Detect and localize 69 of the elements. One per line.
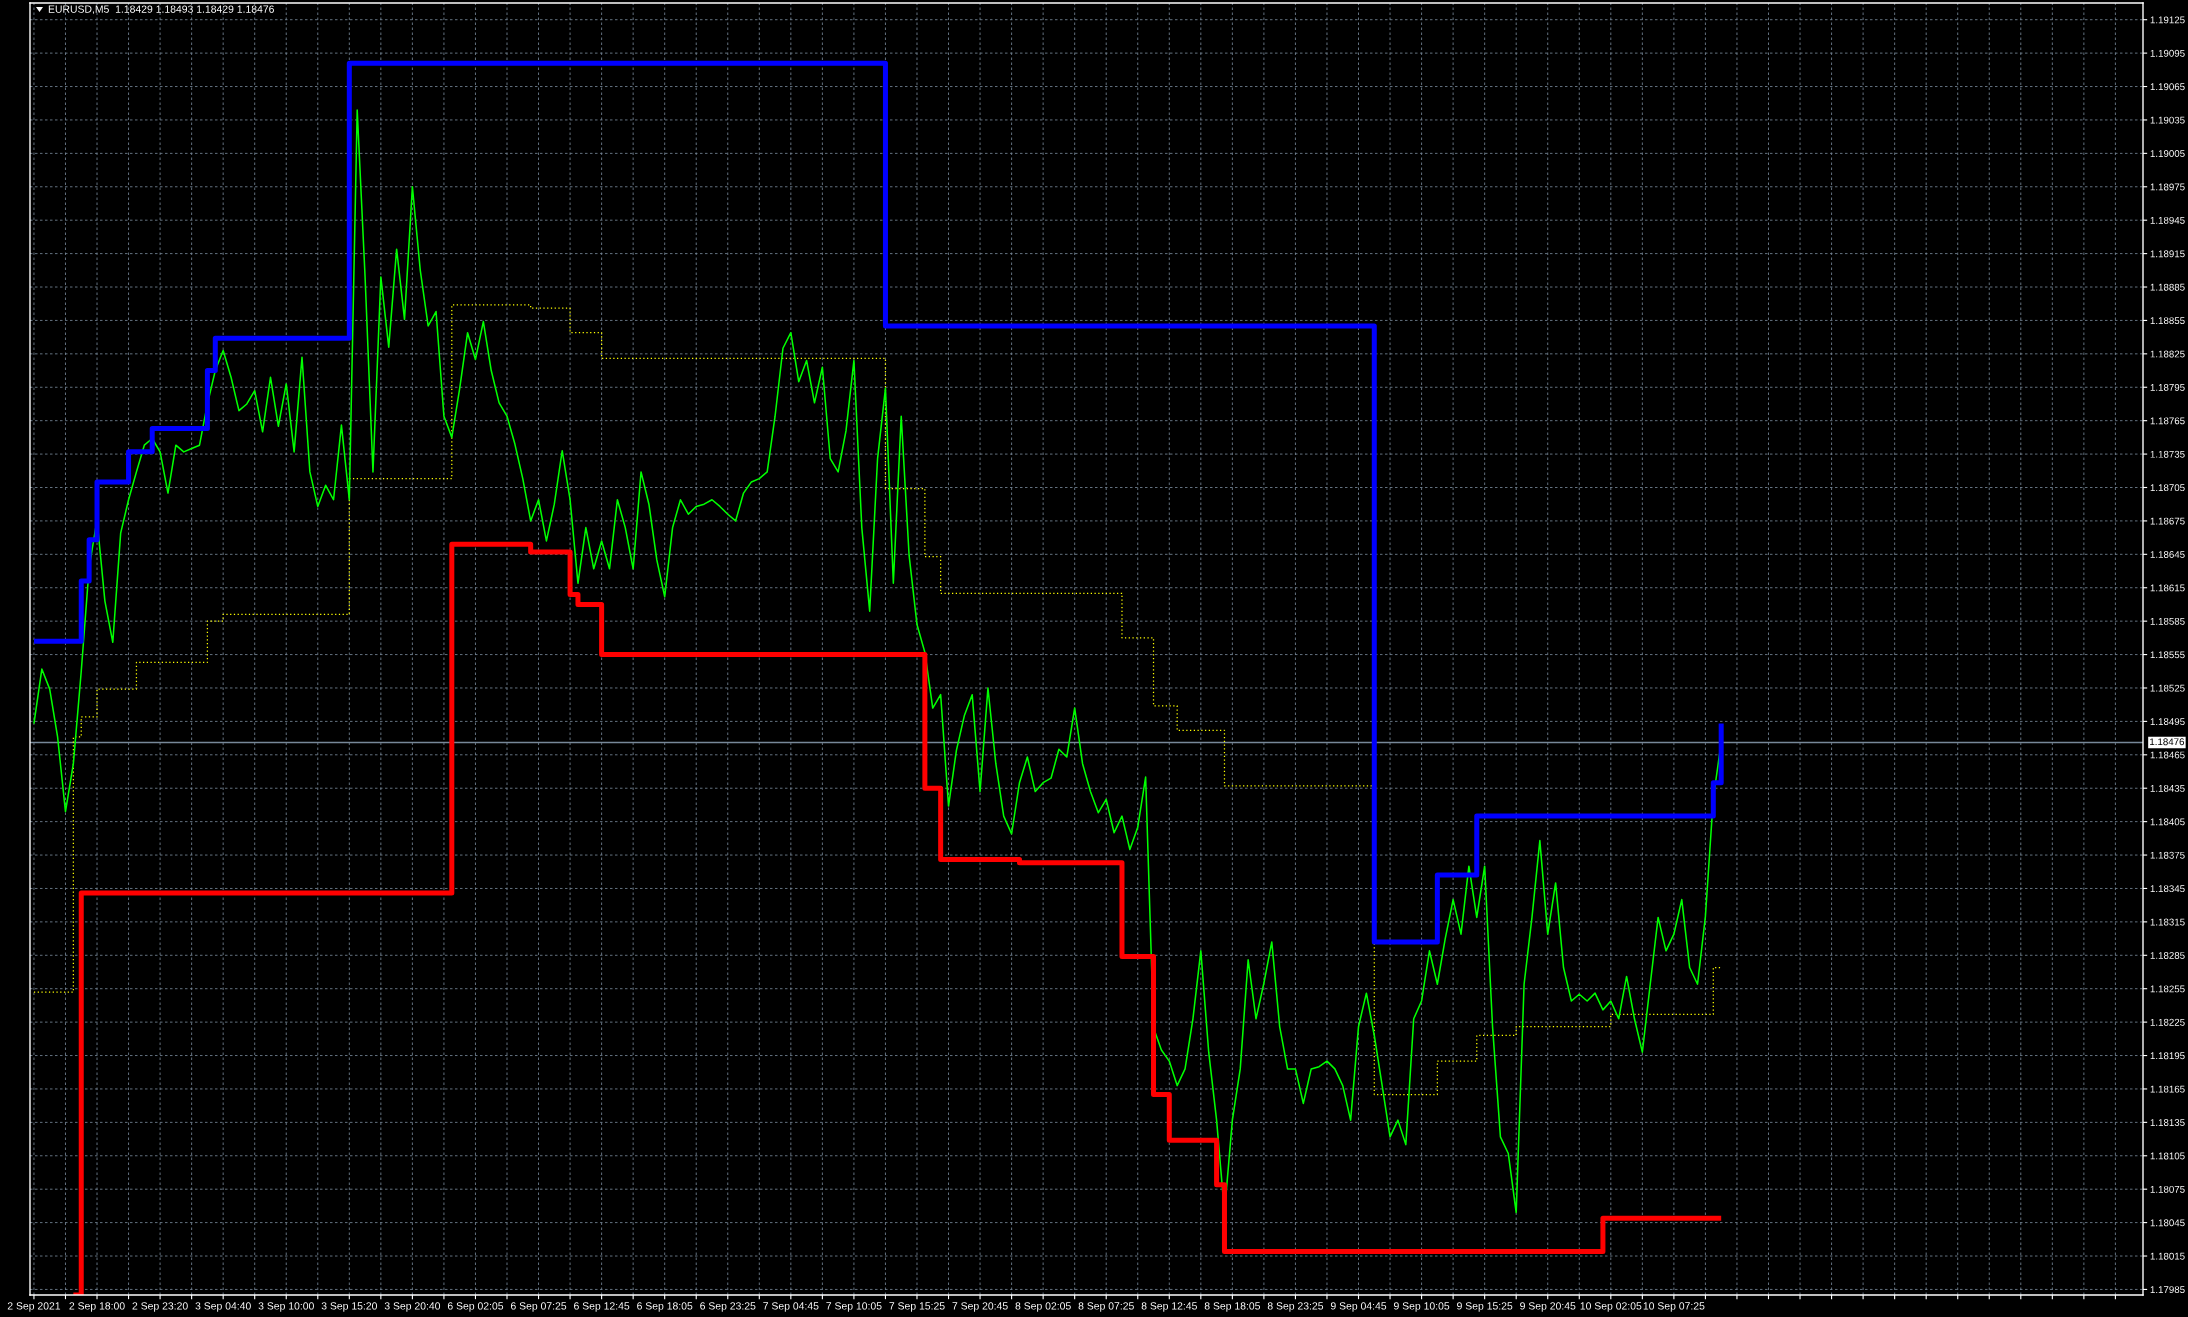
y-tick-label: 1.18435 bbox=[2150, 784, 2185, 792]
y-tick-label: 1.19065 bbox=[2150, 83, 2185, 91]
y-tick-label: 1.18165 bbox=[2150, 1085, 2185, 1093]
y-tick-label: 1.18495 bbox=[2150, 718, 2185, 726]
y-tick-label: 1.18465 bbox=[2150, 751, 2185, 759]
x-tick-label: 8 Sep 18:05 bbox=[1204, 1302, 1261, 1312]
y-tick-label: 1.18615 bbox=[2150, 584, 2185, 592]
x-tick-label: 7 Sep 15:25 bbox=[889, 1302, 945, 1312]
y-tick-label: 1.18705 bbox=[2150, 484, 2185, 492]
y-tick-label: 1.18375 bbox=[2150, 851, 2185, 859]
x-tick-label: 2 Sep 18:00 bbox=[69, 1302, 125, 1312]
y-tick-label: 1.18585 bbox=[2150, 617, 2185, 625]
x-tick-label: 10 Sep 02:05 bbox=[1580, 1302, 1642, 1312]
y-tick-label: 1.18405 bbox=[2150, 818, 2185, 826]
y-tick-label: 1.19095 bbox=[2150, 49, 2185, 57]
x-tick-label: 6 Sep 02:05 bbox=[447, 1302, 504, 1312]
y-tick-label: 1.18645 bbox=[2150, 551, 2185, 558]
x-tick-label: 10 Sep 07:25 bbox=[1643, 1302, 1705, 1312]
y-tick-label: 1.18795 bbox=[2150, 383, 2185, 391]
x-tick-label: 2 Sep 23:20 bbox=[132, 1302, 188, 1312]
x-tick-label: 6 Sep 23:25 bbox=[700, 1302, 756, 1312]
y-tick-label: 1.18885 bbox=[2150, 283, 2185, 291]
y-tick-label: 1.18675 bbox=[2150, 517, 2185, 525]
ref-line-label: 1.18476 bbox=[2150, 738, 2185, 746]
x-tick-label: 3 Sep 15:20 bbox=[321, 1302, 377, 1312]
x-tick-label: 3 Sep 04:40 bbox=[195, 1302, 251, 1312]
y-tick-label: 1.18075 bbox=[2150, 1185, 2185, 1193]
x-tick-label: 2 Sep 2021 bbox=[7, 1302, 61, 1312]
x-tick-label: 8 Sep 23:25 bbox=[1267, 1302, 1324, 1312]
y-tick-label: 1.18855 bbox=[2150, 317, 2185, 325]
x-tick-label: 9 Sep 04:45 bbox=[1330, 1302, 1387, 1312]
y-tick-label: 1.18555 bbox=[2150, 651, 2185, 659]
x-tick-label: 9 Sep 15:25 bbox=[1457, 1302, 1513, 1312]
y-tick-label: 1.19125 bbox=[2150, 16, 2185, 24]
x-tick-label: 8 Sep 02:05 bbox=[1015, 1302, 1071, 1312]
y-tick-label: 1.18105 bbox=[2150, 1152, 2185, 1160]
x-tick-label: 7 Sep 10:05 bbox=[826, 1302, 882, 1312]
x-tick-label: 7 Sep 04:45 bbox=[763, 1302, 819, 1312]
x-tick-label: 6 Sep 07:25 bbox=[510, 1302, 567, 1312]
chart-title: EURUSD,M5 1.18429 1.18493 1.18429 1.18476 bbox=[48, 5, 274, 15]
y-tick-label: 1.18255 bbox=[2150, 985, 2185, 993]
x-tick-label: 9 Sep 10:05 bbox=[1393, 1302, 1450, 1312]
y-tick-label: 1.18285 bbox=[2150, 952, 2185, 959]
x-tick-label: 7 Sep 20:45 bbox=[952, 1302, 1008, 1312]
y-tick-label: 1.17985 bbox=[2150, 1286, 2185, 1294]
y-tick-label: 1.18825 bbox=[2150, 350, 2185, 358]
y-tick-label: 1.18915 bbox=[2150, 250, 2185, 258]
x-tick-label: 6 Sep 12:45 bbox=[574, 1302, 630, 1312]
y-tick-label: 1.18525 bbox=[2150, 684, 2185, 692]
y-tick-label: 1.18045 bbox=[2150, 1219, 2185, 1227]
y-tick-label: 1.18315 bbox=[2150, 918, 2185, 926]
x-tick-label: 6 Sep 18:05 bbox=[637, 1302, 693, 1312]
x-tick-label: 8 Sep 07:25 bbox=[1078, 1302, 1134, 1312]
x-tick-label: 3 Sep 10:00 bbox=[258, 1302, 314, 1312]
y-tick-label: 1.18225 bbox=[2150, 1018, 2185, 1026]
y-tick-label: 1.18945 bbox=[2150, 216, 2185, 224]
x-tick-label: 3 Sep 20:40 bbox=[384, 1302, 441, 1312]
y-tick-label: 1.18195 bbox=[2150, 1052, 2185, 1060]
x-tick-label: 8 Sep 12:45 bbox=[1141, 1302, 1197, 1312]
y-tick-label: 1.18345 bbox=[2150, 885, 2185, 893]
y-tick-label: 1.18765 bbox=[2150, 417, 2185, 425]
x-tick-label: 9 Sep 20:45 bbox=[1520, 1302, 1576, 1312]
y-tick-label: 1.18735 bbox=[2150, 450, 2185, 458]
y-tick-label: 1.18135 bbox=[2150, 1119, 2185, 1126]
y-tick-label: 1.18975 bbox=[2150, 183, 2185, 191]
y-tick-label: 1.19035 bbox=[2150, 116, 2185, 124]
y-tick-label: 1.19005 bbox=[2150, 150, 2185, 157]
line-series bbox=[33, 109, 1722, 1214]
y-tick-label: 1.18015 bbox=[2150, 1252, 2185, 1260]
